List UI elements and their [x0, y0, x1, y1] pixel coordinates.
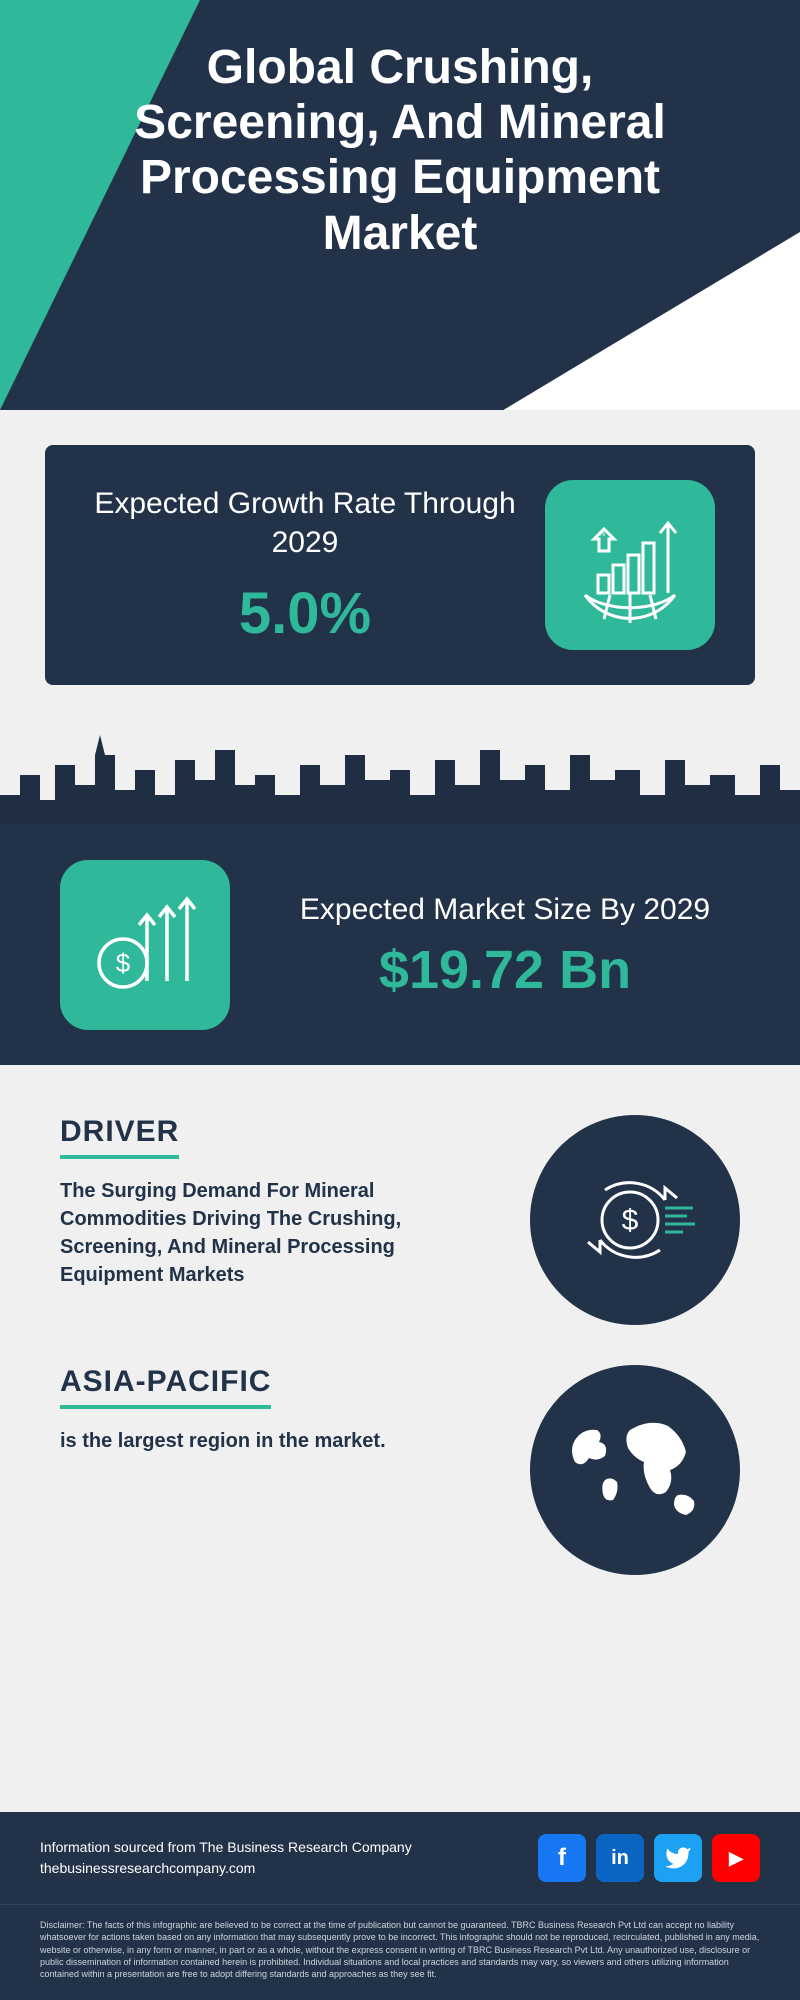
svg-text:$: $	[116, 948, 131, 978]
page-title: Global Crushing, Screening, And Mineral …	[90, 40, 710, 261]
growth-text: Expected Growth Rate Through 2029 5.0%	[85, 484, 545, 647]
region-heading: ASIA-PACIFIC	[60, 1365, 271, 1409]
growth-rate-card: Expected Growth Rate Through 2029 5.0%	[45, 445, 755, 685]
infographic-page: Global Crushing, Screening, And Mineral …	[0, 0, 800, 2000]
driver-heading: DRIVER	[60, 1115, 179, 1159]
market-size-label: Expected Market Size By 2029	[270, 890, 740, 929]
city-skyline-icon	[0, 725, 800, 835]
market-size-text: Expected Market Size By 2029 $19.72 Bn	[270, 890, 740, 1001]
market-size-band: $ Expected Market Size By 2029 $19.72 Bn	[0, 825, 800, 1065]
growth-chart-globe-icon: %	[545, 480, 715, 650]
growth-label: Expected Growth Rate Through 2029	[85, 484, 525, 562]
footer-source-line2: thebusinessresearchcompany.com	[40, 1858, 412, 1879]
twitter-icon[interactable]	[654, 1834, 702, 1882]
disclaimer-text: Disclaimer: The facts of this infographi…	[0, 1905, 800, 2000]
dollar-cycle-icon: $	[530, 1115, 740, 1325]
skyline-section: $ Expected Market Size By 2029 $19.72 Bn	[0, 725, 800, 1065]
svg-text:$: $	[622, 1204, 639, 1237]
youtube-icon[interactable]: ▶	[712, 1834, 760, 1882]
linkedin-icon[interactable]: in	[596, 1834, 644, 1882]
header-band: Global Crushing, Screening, And Mineral …	[0, 0, 800, 410]
dollar-arrows-icon: $	[60, 860, 230, 1030]
footer: Information sourced from The Business Re…	[0, 1812, 800, 2000]
world-map-icon	[530, 1365, 740, 1575]
footer-source: Information sourced from The Business Re…	[40, 1837, 412, 1879]
footer-source-line1: Information sourced from The Business Re…	[40, 1837, 412, 1858]
market-size-value: $19.72 Bn	[270, 939, 740, 1001]
driver-text: DRIVER The Surging Demand For Mineral Co…	[60, 1115, 490, 1289]
driver-body: The Surging Demand For Mineral Commoditi…	[60, 1177, 490, 1289]
region-section: ASIA-PACIFIC is the largest region in th…	[60, 1365, 740, 1575]
footer-row: Information sourced from The Business Re…	[0, 1812, 800, 1905]
svg-text:%: %	[599, 531, 605, 538]
driver-section: DRIVER The Surging Demand For Mineral Co…	[60, 1115, 740, 1325]
social-icons: f in ▶	[538, 1834, 760, 1882]
facebook-icon[interactable]: f	[538, 1834, 586, 1882]
growth-value: 5.0%	[85, 580, 525, 647]
region-text: ASIA-PACIFIC is the largest region in th…	[60, 1365, 490, 1455]
region-body: is the largest region in the market.	[60, 1427, 490, 1455]
